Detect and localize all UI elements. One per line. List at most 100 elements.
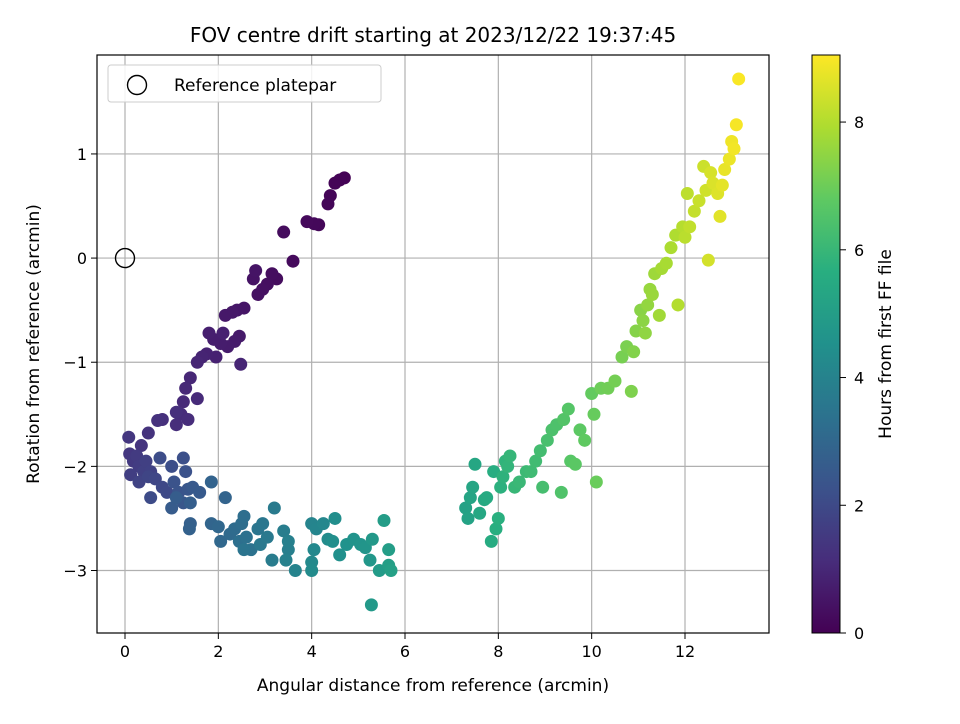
grid-lines — [97, 55, 769, 633]
data-point — [288, 564, 302, 578]
data-point — [578, 433, 592, 447]
colorbar: 0 2 4 6 8 Hours from first FF file — [811, 54, 896, 643]
data-point — [239, 530, 253, 544]
data-point — [279, 553, 293, 567]
data-point — [727, 142, 741, 156]
data-point — [169, 418, 183, 432]
data-point — [491, 511, 505, 525]
legend-reference-label: Reference platepar — [174, 76, 336, 96]
x-tick-label: 6 — [400, 642, 410, 661]
data-point — [204, 475, 218, 489]
data-point — [328, 511, 342, 525]
reference-platepar-marker — [114, 247, 136, 269]
data-point — [122, 430, 136, 444]
data-point — [512, 475, 526, 489]
data-point — [496, 470, 510, 484]
colorbar-tick-label: 0 — [854, 624, 864, 643]
data-point — [144, 491, 158, 505]
data-point — [624, 384, 638, 398]
data-point — [365, 532, 379, 546]
x-tick-label: 10 — [581, 642, 601, 661]
data-point — [193, 485, 207, 499]
data-point — [151, 414, 165, 428]
data-point — [587, 407, 601, 421]
data-point — [182, 522, 196, 536]
data-point — [484, 534, 498, 548]
data-point — [179, 465, 193, 479]
y-tick-label: 0 — [77, 249, 87, 268]
data-point — [218, 491, 232, 505]
data-point — [249, 264, 263, 278]
data-point — [364, 598, 378, 612]
data-point — [659, 256, 673, 270]
data-point — [183, 496, 197, 510]
data-point — [176, 395, 190, 409]
data-point — [557, 413, 571, 427]
data-point — [645, 288, 659, 302]
data-point — [326, 534, 340, 548]
data-point — [251, 288, 265, 302]
data-point — [333, 548, 347, 562]
data-point — [124, 468, 138, 482]
data-point — [363, 553, 377, 567]
y-tick-label: −2 — [63, 457, 87, 476]
colorbar-tick-label: 8 — [854, 113, 864, 132]
data-point — [589, 475, 603, 489]
data-point — [237, 543, 251, 557]
data-point — [211, 520, 225, 534]
colorbar-tick-label: 6 — [854, 241, 864, 260]
colorbar-label: Hours from first FF file — [876, 249, 896, 439]
data-point — [533, 444, 547, 458]
data-point — [153, 451, 167, 465]
x-axis-label: Angular distance from reference (arcmin) — [257, 676, 609, 696]
y-axis-ticks: −3 −2 −1 0 1 — [63, 145, 97, 581]
data-point — [636, 314, 650, 328]
data-point — [468, 457, 482, 471]
data-point — [141, 426, 155, 440]
data-point — [256, 517, 270, 531]
data-point — [202, 326, 216, 340]
data-point — [561, 402, 575, 416]
data-point — [664, 241, 678, 255]
data-point — [286, 254, 300, 268]
data-point — [480, 491, 494, 505]
data-point — [281, 534, 295, 548]
data-point — [328, 176, 342, 190]
data-point — [260, 530, 274, 544]
x-tick-label: 8 — [493, 642, 503, 661]
data-point — [169, 405, 183, 419]
y-tick-label: −3 — [63, 562, 87, 581]
y-tick-label: −1 — [63, 353, 87, 372]
data-point — [316, 517, 330, 531]
data-point — [536, 480, 550, 494]
data-point — [234, 357, 248, 371]
data-points — [114, 72, 746, 612]
data-point — [701, 253, 715, 267]
data-point — [473, 506, 487, 520]
data-point — [277, 524, 291, 538]
data-point — [169, 491, 183, 505]
data-point — [139, 454, 153, 468]
data-point — [713, 209, 727, 223]
data-point — [267, 501, 281, 515]
data-point — [722, 152, 736, 166]
data-point — [641, 298, 655, 312]
chart-title: FOV centre drift starting at 2023/12/22 … — [190, 23, 676, 47]
x-tick-label: 2 — [213, 642, 223, 661]
data-point — [461, 511, 475, 525]
data-point — [683, 220, 697, 234]
data-point — [384, 564, 398, 578]
data-point — [183, 371, 197, 385]
legend: Reference platepar — [107, 64, 382, 103]
data-point — [638, 326, 652, 340]
data-point — [265, 267, 279, 281]
data-point — [377, 514, 391, 528]
data-point — [382, 543, 396, 557]
data-point — [459, 501, 473, 515]
data-point — [305, 564, 319, 578]
data-point — [190, 355, 204, 369]
x-tick-label: 12 — [675, 642, 695, 661]
data-point — [671, 298, 685, 312]
data-point — [687, 204, 701, 218]
